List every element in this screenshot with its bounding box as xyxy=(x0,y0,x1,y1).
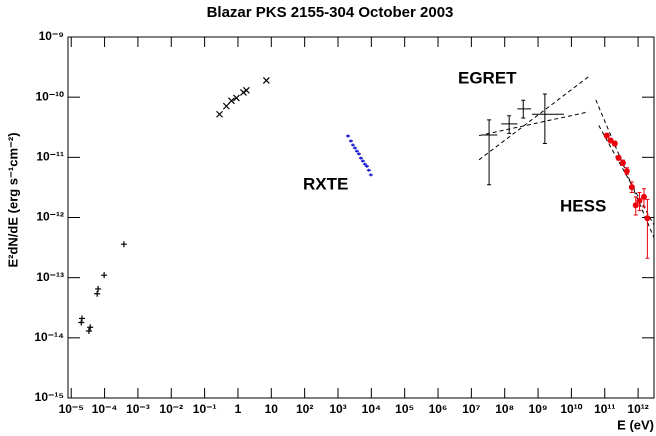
data-point xyxy=(611,140,618,147)
data-point xyxy=(358,156,363,160)
data-point xyxy=(348,139,353,143)
data-point xyxy=(644,215,651,222)
data-point xyxy=(362,162,367,166)
data-point xyxy=(615,154,622,161)
data-point xyxy=(78,315,85,322)
data-point xyxy=(352,146,357,150)
data-point xyxy=(120,241,127,248)
x-tick-label: 10¹¹ xyxy=(594,402,615,416)
data-point xyxy=(354,149,359,153)
x-tick-label: 10⁷ xyxy=(462,402,480,416)
series-annotation: EGRET xyxy=(458,68,517,87)
x-tick-label: 10⁴ xyxy=(362,402,381,416)
fit-line xyxy=(598,125,655,226)
x-tick-label: 10⁻³ xyxy=(126,402,150,416)
data-point xyxy=(623,168,630,175)
data-point xyxy=(640,193,647,200)
x-axis-title: E (eV) xyxy=(617,417,654,432)
y-tick-label: 10⁻¹⁰ xyxy=(36,89,65,103)
data-point xyxy=(356,152,361,156)
data-point xyxy=(87,324,94,331)
data-point xyxy=(619,159,626,166)
data-point xyxy=(262,76,270,84)
data-point xyxy=(222,102,230,110)
y-tick-label: 10⁻¹⁴ xyxy=(34,330,64,344)
data-point xyxy=(216,110,223,118)
x-tick-label: 10⁸ xyxy=(495,402,514,416)
data-point xyxy=(366,168,371,172)
fit-line xyxy=(478,76,589,161)
series-annotation: RXTE xyxy=(303,174,348,193)
fit-line xyxy=(595,99,655,238)
data-point xyxy=(228,97,235,105)
series-annotation: HESS xyxy=(560,196,606,215)
error-bar xyxy=(532,93,565,144)
y-tick-label: 10⁻⁹ xyxy=(39,29,64,43)
data-point xyxy=(632,202,639,209)
data-point xyxy=(350,143,355,147)
data-point xyxy=(360,159,365,163)
error-bar xyxy=(501,115,518,134)
x-tick-label: 1 xyxy=(235,402,242,416)
y-tick-label: 10⁻¹⁵ xyxy=(35,390,64,404)
error-bar xyxy=(481,119,498,186)
data-point xyxy=(603,132,610,139)
data-point xyxy=(346,134,351,138)
x-tick-label: 10⁻² xyxy=(159,402,183,416)
data-point xyxy=(628,184,635,191)
data-point xyxy=(94,290,101,297)
x-tick-label: 10⁻⁵ xyxy=(59,402,84,416)
chart-title: Blazar PKS 2155-304 October 2003 xyxy=(207,4,454,21)
data-point xyxy=(364,164,369,168)
data-point xyxy=(233,94,240,102)
data-point xyxy=(607,137,614,144)
y-tick-label: 10⁻¹² xyxy=(36,210,64,224)
x-tick-label: 10⁻¹ xyxy=(193,402,217,416)
x-tick-label: 10¹⁰ xyxy=(560,402,582,416)
data-point xyxy=(85,327,92,334)
error-bar xyxy=(645,198,650,259)
data-point xyxy=(242,86,250,94)
error-bar xyxy=(517,99,532,119)
fit-line xyxy=(478,111,589,137)
x-tick-label: 10⁹ xyxy=(529,402,548,416)
x-tick-label: 10⁵ xyxy=(395,402,414,416)
x-tick-label: 10² xyxy=(296,402,313,416)
x-tick-label: 10¹² xyxy=(627,402,648,416)
data-point xyxy=(368,173,373,177)
x-tick-label: 10³ xyxy=(329,402,346,416)
data-point xyxy=(101,272,108,279)
y-tick-label: 10⁻¹¹ xyxy=(36,150,64,164)
x-tick-label: 10⁶ xyxy=(429,402,448,416)
data-point xyxy=(636,197,643,204)
y-tick-label: 10⁻¹³ xyxy=(36,270,64,284)
data-point xyxy=(78,319,85,326)
x-tick-label: 10⁻⁴ xyxy=(92,402,118,416)
x-tick-label: 10 xyxy=(265,402,279,416)
y-axis-title: E²dN/dE (erg s⁻¹cm⁻²) xyxy=(5,132,20,267)
data-point xyxy=(95,285,102,292)
data-point xyxy=(240,88,247,96)
